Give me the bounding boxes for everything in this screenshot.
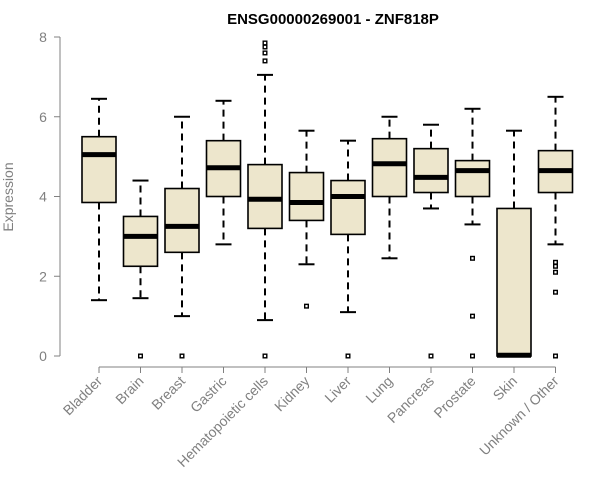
x-tick-label: Skin — [490, 373, 521, 404]
boxes-group — [81, 40, 574, 359]
outlier-point — [553, 259, 559, 265]
outlier-point — [470, 313, 476, 319]
outlier-point — [262, 44, 268, 50]
outlier-point — [470, 255, 476, 261]
iqr-box — [454, 159, 491, 198]
box-breast — [164, 115, 200, 359]
box-unknown-other — [537, 95, 574, 359]
box-pancreas — [413, 123, 449, 359]
x-tick-label: Bladder — [60, 373, 106, 419]
outlier-point — [137, 353, 143, 359]
outlier-point — [304, 303, 310, 309]
y-tick-label: 6 — [39, 109, 47, 125]
y-tick-label: 2 — [39, 268, 47, 284]
outlier-point — [262, 58, 268, 64]
iqr-box — [371, 137, 408, 198]
outlier-point — [470, 353, 476, 359]
outlier-point — [553, 263, 559, 269]
outlier-point — [262, 40, 268, 46]
outlier-point — [179, 353, 185, 359]
iqr-box — [164, 187, 200, 254]
box-hematopoietic-cells — [247, 40, 283, 359]
iqr-box — [122, 215, 159, 268]
outlier-point — [553, 269, 559, 275]
outlier-point — [428, 353, 434, 359]
y-tick-label: 0 — [39, 348, 47, 364]
x-tick-label: Breast — [148, 373, 188, 413]
box-lung — [371, 115, 408, 260]
iqr-box — [413, 147, 449, 194]
box-liver — [330, 139, 366, 359]
y-tick-label: 8 — [39, 29, 47, 45]
chart-title: ENSG00000269001 - ZNF818P — [227, 11, 439, 28]
iqr-box — [330, 179, 366, 236]
box-kidney — [288, 129, 325, 309]
iqr-box — [81, 135, 117, 204]
x-tick-label: Lung — [362, 373, 395, 406]
x-tick-label: Unknown / Other — [476, 373, 562, 459]
outlier-point — [553, 289, 559, 295]
x-tick-label: Brain — [112, 373, 146, 407]
outlier-point — [553, 353, 559, 359]
iqr-box — [288, 171, 325, 222]
x-tick-label: Kidney — [271, 373, 313, 415]
y-tick-label: 4 — [39, 189, 47, 205]
box-gastric — [205, 99, 242, 246]
y-axis-label: Expression — [0, 162, 16, 231]
box-prostate — [454, 107, 491, 359]
outlier-point — [345, 353, 351, 359]
box-skin — [496, 129, 532, 358]
x-tick-label: Liver — [321, 373, 354, 406]
box-bladder — [81, 97, 117, 302]
x-tick-label: Prostate — [430, 373, 478, 421]
iqr-box — [496, 207, 532, 357]
y-axis: 0 2 4 6 8 — [39, 29, 61, 364]
outlier-point — [262, 353, 268, 359]
outlier-point — [262, 50, 268, 56]
iqr-box — [247, 163, 283, 230]
box-brain — [122, 179, 159, 359]
